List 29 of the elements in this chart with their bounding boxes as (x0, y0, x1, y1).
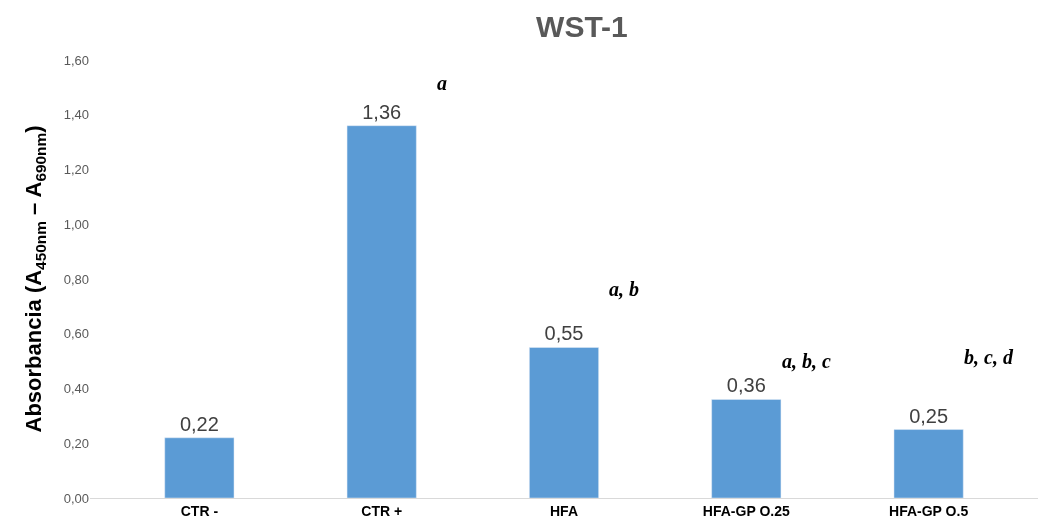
data-label: 1,36 (362, 100, 402, 123)
annotation: a, b (609, 278, 639, 300)
x-tick-label: HFA (550, 502, 578, 519)
data-label: 0,36 (726, 374, 766, 397)
y-tick-label: 0,60 (63, 326, 89, 342)
y-tick-label: 0,20 (63, 435, 89, 451)
bar (164, 437, 235, 498)
data-label: 0,25 (909, 404, 949, 427)
y-tick-label: 1,40 (63, 107, 89, 123)
bar (529, 347, 599, 498)
y-tick-label: 0,80 (63, 271, 89, 287)
bar (346, 125, 417, 498)
bar (711, 399, 782, 498)
x-tick-label: HFA-GP O.25 (702, 502, 790, 519)
annotation: a, b, c (782, 350, 831, 372)
y-tick-label: 1,00 (63, 216, 89, 232)
data-label: 0,55 (544, 322, 584, 345)
x-tick-label: HFA-GP O.5 (889, 502, 969, 519)
x-tick-label: CTR + (361, 502, 403, 519)
y-tick-label: 1,20 (63, 162, 89, 178)
annotation: b, c, d (964, 346, 1014, 368)
data-label: 0,22 (179, 412, 219, 435)
y-tick-label: 1,60 (63, 52, 89, 68)
chart-title: WST-1 (536, 9, 628, 43)
y-tick-label: 0,00 (63, 490, 89, 506)
x-tick-label: CTR - (180, 502, 219, 519)
bar (893, 429, 964, 498)
annotation: a (437, 72, 447, 94)
y-tick-label: 0,40 (63, 381, 89, 397)
